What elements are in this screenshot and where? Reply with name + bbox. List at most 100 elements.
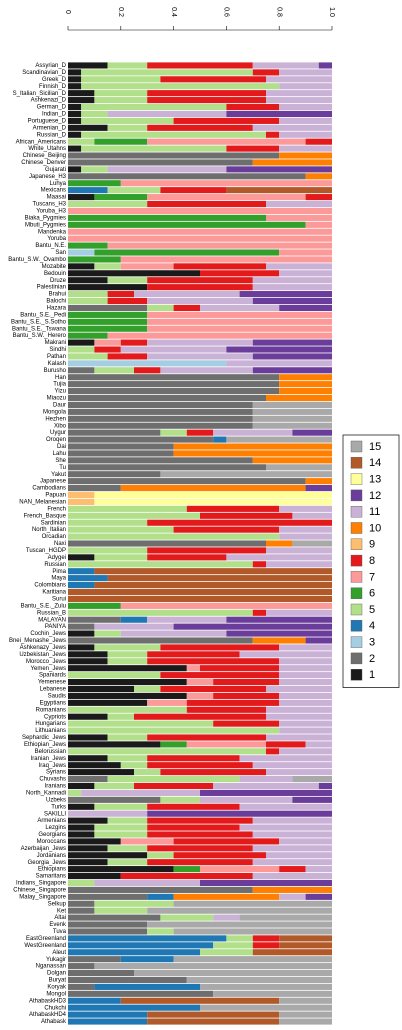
bar-segment xyxy=(160,914,214,921)
bar-segment xyxy=(173,623,332,630)
bar-segment xyxy=(94,582,333,589)
bar-segment xyxy=(81,69,253,76)
y-tick-label: Lebanese xyxy=(40,687,67,693)
bar-segment xyxy=(68,956,121,963)
bar-segment xyxy=(266,200,332,208)
y-tick-label: Bedouin xyxy=(44,271,66,277)
bar-segment xyxy=(147,124,253,131)
bar-segment xyxy=(279,381,332,388)
bar-segment xyxy=(68,852,148,859)
bar-segment xyxy=(226,616,332,623)
y-tick-label: Makrani xyxy=(45,340,66,346)
bar-segment xyxy=(68,117,82,124)
bar-segment xyxy=(68,644,95,651)
bar-segment xyxy=(239,803,332,810)
bar-segment xyxy=(213,692,280,699)
bar-segment xyxy=(68,429,161,436)
bar-segment xyxy=(81,110,108,118)
bar-segment xyxy=(120,630,227,637)
bar-segment xyxy=(147,907,332,914)
bar-segment xyxy=(120,956,174,963)
bar-segment xyxy=(94,824,148,831)
bar-segment xyxy=(226,346,332,353)
bar-segment xyxy=(68,685,134,693)
bar-segment xyxy=(186,505,280,512)
bar-segment xyxy=(68,831,95,838)
bar-segment xyxy=(68,866,174,873)
bar-segment xyxy=(279,692,332,699)
bar-segment xyxy=(252,949,332,956)
y-tick-label: SAKILLI xyxy=(44,811,66,817)
y-tick-label: Jordanians xyxy=(37,853,66,859)
bar-segment xyxy=(160,672,280,679)
bar-segment xyxy=(68,367,95,374)
bar-segment xyxy=(252,561,266,568)
bar-segment xyxy=(279,270,332,277)
bar-segment xyxy=(120,485,306,492)
bar-segment xyxy=(68,914,161,921)
y-tick-label: Papuan xyxy=(45,493,66,499)
legend-label: 15 xyxy=(369,441,381,453)
bar-segment xyxy=(68,949,200,956)
bar-segment xyxy=(186,699,280,706)
bar-segment xyxy=(279,388,332,395)
bar-segment xyxy=(147,762,253,769)
y-tick-label: MALAYAN xyxy=(38,617,66,623)
bar-segment xyxy=(305,741,332,748)
bar-segment xyxy=(120,997,280,1004)
bar-segment xyxy=(279,249,332,256)
bar-segment xyxy=(226,630,332,637)
bar-segment xyxy=(173,852,266,859)
y-tick-label: Tuscans_H3 xyxy=(33,202,67,208)
bar-segment xyxy=(160,187,227,194)
bar-segment xyxy=(68,900,95,907)
bar-segment xyxy=(68,297,108,305)
bar-segment xyxy=(279,658,332,665)
y-tick-label: Yukagir xyxy=(46,957,66,963)
bar-segment xyxy=(68,540,266,547)
bar-segment xyxy=(266,263,332,270)
bar-segment xyxy=(147,194,306,201)
bar-segment xyxy=(266,734,332,741)
bar-segment xyxy=(147,138,306,145)
bar-segment xyxy=(200,304,280,312)
y-tick-label: Gujarati xyxy=(45,167,66,173)
bar-segment xyxy=(81,103,227,111)
bar-segment xyxy=(239,291,332,298)
bar-segment xyxy=(147,1018,280,1025)
bar-segment xyxy=(68,741,161,748)
bar-segment xyxy=(147,97,266,104)
bar-segment xyxy=(226,554,332,561)
y-tick-label: Dolgan xyxy=(47,971,66,977)
bar-segment xyxy=(68,720,214,727)
bar-segment xyxy=(68,762,121,769)
bar-segment xyxy=(266,685,332,693)
bar-segment xyxy=(292,512,332,519)
bar-segment xyxy=(68,713,108,720)
y-tick-label: Miaozu xyxy=(47,396,66,402)
bar-segment xyxy=(68,859,108,866)
bar-segment xyxy=(68,616,121,623)
legend-label: 14 xyxy=(369,457,381,469)
bar-segment xyxy=(147,651,240,658)
y-tick-label: Chinese_Beijing xyxy=(23,153,66,159)
bar-segment xyxy=(81,131,266,138)
bar-segment xyxy=(160,76,266,83)
bar-segment xyxy=(226,145,280,152)
y-tick-label: EastGreenland xyxy=(26,936,66,942)
bar-segment xyxy=(68,769,134,776)
bar-segment xyxy=(120,256,332,263)
y-tick-label: Yakut xyxy=(51,472,66,478)
bar-segment xyxy=(200,866,280,873)
bar-segment xyxy=(68,277,108,284)
bar-segment xyxy=(252,284,332,291)
y-tick-label: Bantu_S.E._Zulu xyxy=(21,603,66,609)
bar-segment xyxy=(279,145,332,152)
bar-segment xyxy=(147,547,266,554)
y-tick-label: Yemen_Jews xyxy=(31,666,66,672)
y-tick-label: Daur xyxy=(53,403,66,409)
bar-segment xyxy=(107,734,148,741)
bar-segment xyxy=(68,76,82,83)
bar-segment xyxy=(68,921,148,928)
bar-segment xyxy=(279,935,332,942)
